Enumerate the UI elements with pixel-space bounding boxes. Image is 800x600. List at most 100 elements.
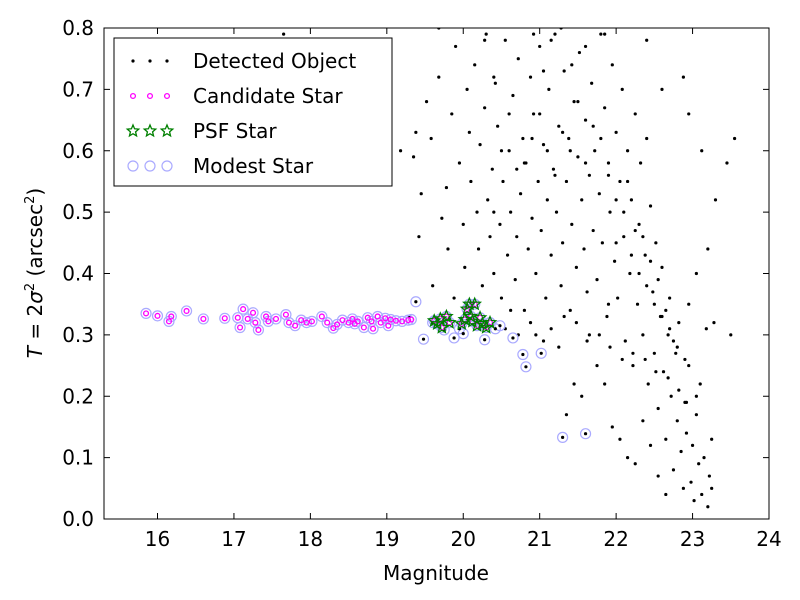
- y-tick-label: 0.7: [62, 77, 94, 101]
- detected-object-point: [645, 136, 649, 141]
- detected-object-point: [490, 167, 494, 171]
- modest-star-point: [327, 322, 339, 334]
- detected-object-point: [706, 247, 710, 251]
- candidate-star-point: [255, 326, 262, 334]
- modest-star-point: [494, 320, 506, 332]
- modest-star-point: [306, 315, 318, 327]
- legend-label-detected: Detected Object: [193, 49, 356, 73]
- legend-marker-detected: [165, 59, 169, 63]
- detected-object-point: [501, 179, 505, 184]
- psf-star-point: [454, 316, 470, 331]
- detected-object-point: [534, 271, 538, 276]
- detected-object-point: [622, 210, 626, 214]
- detected-object-point: [706, 505, 710, 509]
- detected-object-point: [570, 63, 574, 67]
- candidate-star-point: [330, 325, 337, 332]
- candidate-star-point: [339, 317, 346, 324]
- detected-object-point: [710, 486, 714, 490]
- detected-object-point: [553, 173, 557, 177]
- candidate-star-point: [183, 307, 190, 314]
- candidate-star-point: [142, 310, 150, 317]
- legend-marker-modest: [144, 160, 156, 172]
- candidate-star-point: [385, 322, 392, 329]
- candidate-star-point: [318, 313, 325, 320]
- detected-object-point: [564, 413, 569, 417]
- detected-object-point: [590, 81, 594, 85]
- detected-object-point: [687, 112, 691, 116]
- detected-object-point: [623, 339, 627, 343]
- y-tick-label: 0.4: [62, 262, 94, 286]
- x-tick-label: 21: [527, 527, 552, 551]
- detected-object-point: [628, 271, 632, 276]
- detected-object-point: [577, 50, 582, 55]
- candidate-star-point: [377, 319, 384, 326]
- detected-object-point: [473, 63, 477, 67]
- detected-object-point: [654, 370, 658, 374]
- modest-star-point: [390, 315, 402, 327]
- detected-object-point: [541, 69, 546, 73]
- detected-object-point: [503, 38, 507, 42]
- modest-star-point: [247, 307, 259, 319]
- y-label-sigma-sup: 2: [23, 283, 38, 291]
- detected-object-point: [694, 394, 698, 398]
- detected-object-point: [700, 492, 704, 497]
- detected-object-point: [620, 87, 624, 91]
- detected-object-point: [646, 382, 650, 386]
- detected-object-point: [656, 406, 660, 411]
- detected-object-point: [554, 210, 559, 214]
- x-tick-label: 22: [603, 527, 628, 551]
- detected-object-point: [484, 32, 488, 36]
- modest-star-point: [280, 309, 292, 321]
- detected-object-point: [419, 192, 423, 196]
- candidate-star-point: [399, 318, 406, 325]
- detected-object-point: [656, 474, 660, 478]
- x-tick-label: 19: [374, 527, 399, 551]
- detected-object-point: [643, 357, 647, 362]
- detected-object-point: [683, 357, 687, 362]
- detected-object-point: [633, 228, 637, 233]
- legend-entry-candidate: Candidate Star: [129, 84, 343, 108]
- detected-object-point: [516, 57, 520, 61]
- detected-object-point: [597, 192, 601, 196]
- detected-object-point: [511, 93, 515, 98]
- candidate-star-point: [303, 319, 310, 326]
- detected-object-point: [530, 216, 534, 220]
- candidate-star-point: [392, 317, 400, 324]
- detected-object-point: [561, 241, 565, 245]
- detected-object-point: [648, 204, 653, 208]
- axis-ticks: 16 17 18 19 20 21 22 23 24 0.0 0.1 0.2 0.3 0.4 0.5 0.6 0…: [62, 16, 782, 551]
- detected-object-point: [509, 308, 513, 312]
- detected-object-point: [496, 124, 500, 128]
- detected-object-point: [483, 106, 487, 110]
- modest-star-point: [180, 305, 193, 317]
- candidate-star-point: [154, 312, 161, 319]
- detected-object-point: [687, 363, 691, 368]
- detected-object-point: [669, 394, 673, 398]
- detected-object-point: [467, 130, 471, 134]
- candidate-star-point: [308, 318, 315, 325]
- y-tick-label: 0.2: [62, 384, 94, 408]
- detected-object-point: [483, 38, 487, 42]
- detected-object-point: [700, 149, 704, 153]
- detected-object-point: [591, 124, 595, 128]
- x-tick-label: 17: [221, 527, 246, 551]
- candidate-star-point: [374, 313, 381, 320]
- detected-object-point: [677, 321, 681, 325]
- detected-object-point: [568, 149, 572, 153]
- detected-object-point: [587, 333, 591, 337]
- detected-object-point: [576, 155, 580, 159]
- legend-box: [113, 37, 393, 187]
- modest-star-point: [507, 332, 519, 344]
- detected-object-point: [652, 351, 656, 355]
- detected-object-point: [689, 480, 693, 484]
- detected-object-point: [576, 100, 580, 104]
- detected-object-point: [557, 124, 561, 128]
- modest-star-point: [372, 310, 384, 323]
- legend-marker-modest: [127, 160, 139, 172]
- detected-object-point: [461, 332, 465, 336]
- detected-object-point: [424, 100, 429, 104]
- detected-object-point: [651, 290, 655, 294]
- detected-object-point: [625, 179, 630, 184]
- modest-star-point: [379, 312, 391, 324]
